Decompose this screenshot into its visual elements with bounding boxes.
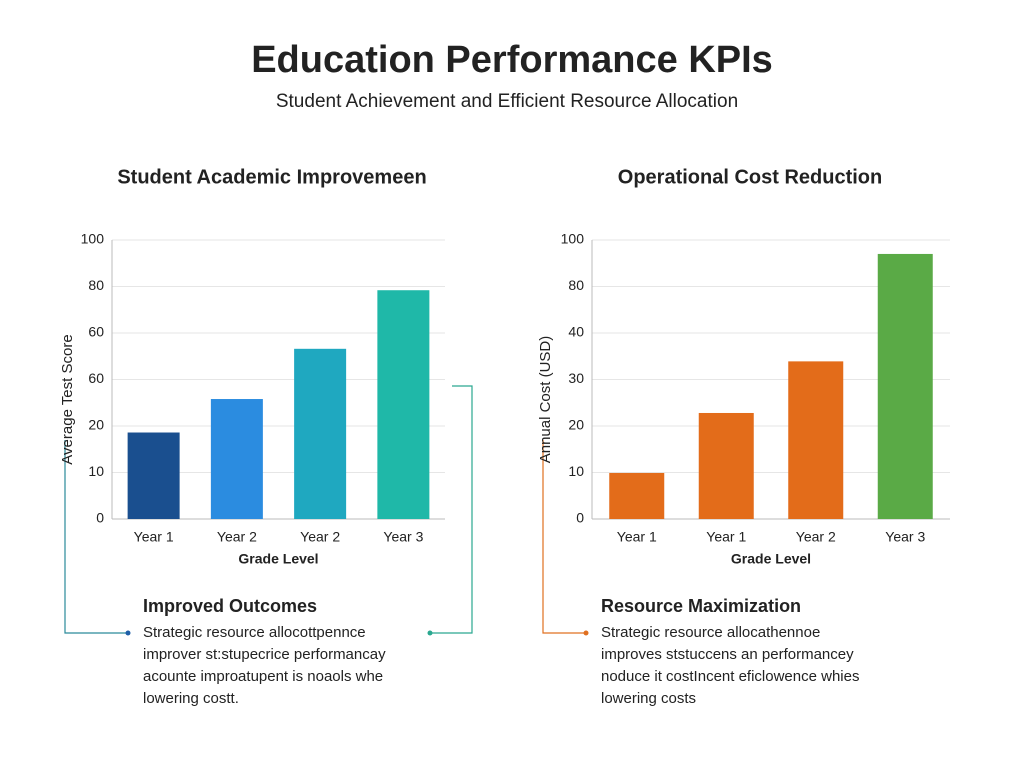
bar [788, 361, 844, 519]
chart-title: Student Academic Improvemeen [117, 166, 426, 188]
caption-line: improves ststuccens an performancey [601, 646, 854, 663]
caption-line: Strategic resource allocottpennce [143, 624, 366, 641]
page-title: Education Performance KPIs [251, 39, 773, 81]
bar [210, 399, 263, 519]
y-tick-label: 60 [88, 324, 104, 340]
y-axis-label: Annual Cost (USD) [537, 336, 554, 464]
connector-dot [583, 630, 589, 636]
y-tick-label: 100 [81, 231, 105, 247]
y-tick-label: 20 [568, 417, 584, 433]
caption-line: improver st:stupecrice performancay [143, 646, 386, 663]
y-tick-label: 0 [576, 510, 584, 526]
y-tick-label: 100 [561, 231, 585, 247]
connector-dot [125, 630, 131, 636]
y-tick-label: 80 [88, 277, 104, 293]
bar [127, 432, 180, 519]
caption-heading: Resource Maximization [601, 596, 801, 616]
x-tick-label: Year 2 [217, 529, 257, 545]
connector [64, 440, 128, 634]
connector [542, 440, 586, 634]
y-tick-label: 60 [88, 370, 104, 386]
y-tick-label: 20 [88, 417, 104, 433]
y-axis-label: Average Test Score [59, 334, 76, 464]
caption-line: Strategic resource allocathennoe [601, 624, 820, 641]
bar [609, 472, 665, 519]
x-tick-label: Year 1 [134, 529, 174, 545]
chart-title: Operational Cost Reduction [618, 166, 882, 188]
x-tick-label: Year 2 [796, 529, 836, 545]
x-axis-label: Grade Level [731, 551, 811, 567]
y-tick-label: 30 [568, 370, 584, 386]
bar [294, 348, 347, 519]
connector [430, 385, 473, 634]
caption-heading: Improved Outcomes [143, 596, 317, 616]
bar [698, 412, 754, 519]
caption-line: acounte improatupent is noaols whe [143, 668, 383, 685]
caption-line: lowering costs [601, 690, 696, 707]
connector-dot [427, 630, 433, 636]
x-axis-label: Grade Level [238, 551, 318, 567]
x-tick-label: Year 2 [300, 529, 340, 545]
caption-line: lowering costt. [143, 690, 239, 707]
y-tick-label: 40 [568, 324, 584, 340]
bar [377, 290, 430, 519]
y-tick-label: 10 [568, 463, 584, 479]
y-tick-label: 10 [88, 463, 104, 479]
x-tick-label: Year 3 [383, 529, 423, 545]
bar [877, 253, 933, 519]
x-tick-label: Year 1 [706, 529, 746, 545]
y-tick-label: 80 [568, 277, 584, 293]
x-tick-label: Year 1 [617, 529, 657, 545]
y-tick-label: 0 [96, 510, 104, 526]
page-subtitle: Student Achievement and Efficient Resour… [276, 91, 738, 112]
caption-line: noduce it costIncent eficlowence whies [601, 668, 859, 685]
x-tick-label: Year 3 [885, 529, 925, 545]
